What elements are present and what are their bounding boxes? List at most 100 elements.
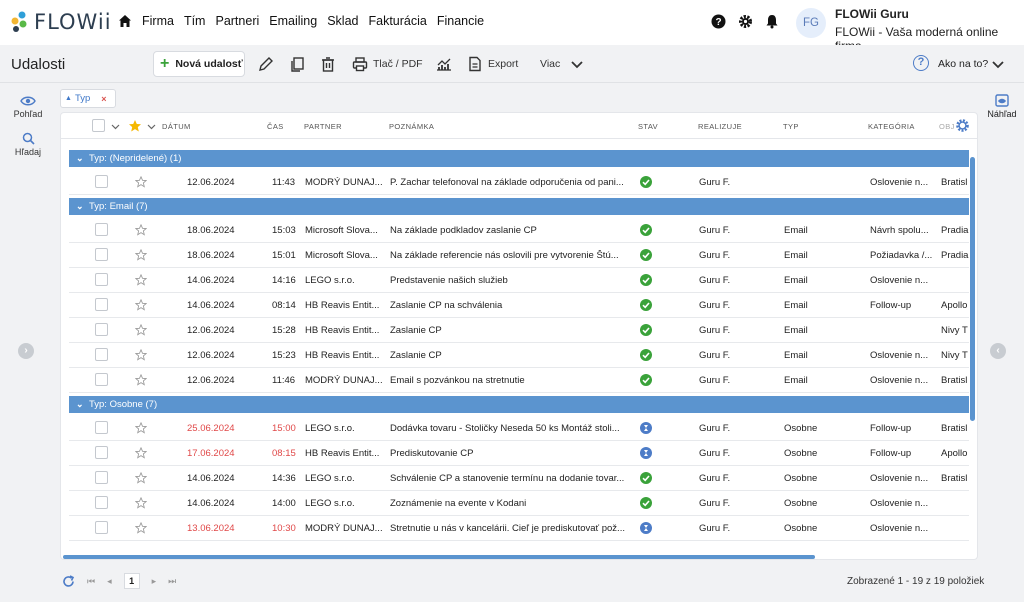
col-object[interactable]: OBJ — [939, 122, 955, 131]
nav-item-tim[interactable]: Tím — [183, 14, 206, 28]
star-icon[interactable] — [135, 176, 147, 188]
how-to-button[interactable]: Ako na to? — [938, 58, 989, 70]
new-event-button[interactable]: + Nová udalosť — [153, 51, 245, 77]
table-row[interactable]: 14.06.2024 14:16 LEGO s.r.o. Predstavenie n… — [69, 268, 969, 293]
table-row[interactable]: 18.06.2024 15:01 Microsoft Slova... Na zákl… — [69, 243, 969, 268]
star-icon[interactable] — [135, 422, 147, 434]
last-page-icon[interactable]: ⏭ — [168, 575, 177, 586]
next-page-icon[interactable]: ▸ — [151, 575, 157, 586]
star-icon[interactable] — [135, 224, 147, 236]
nav-item-partneri[interactable]: Partneri — [215, 14, 260, 28]
star-icon[interactable] — [135, 349, 147, 361]
row-checkbox[interactable] — [95, 471, 108, 484]
row-checkbox[interactable] — [95, 446, 108, 459]
table-row[interactable]: 12.06.2024 15:23 HB Reavis Entit... Zaslani… — [69, 343, 969, 368]
print-icon[interactable] — [352, 56, 368, 72]
view-toggle[interactable]: Pohľad — [0, 95, 56, 119]
refresh-icon[interactable] — [62, 574, 75, 588]
export-icon[interactable] — [467, 56, 483, 72]
nav-item-emailing[interactable]: Emailing — [269, 14, 318, 28]
table-row[interactable]: 12.06.2024 11:46 MODRÝ DUNAJ... Email s poz… — [69, 368, 969, 393]
row-checkbox[interactable] — [95, 248, 108, 261]
star-icon[interactable] — [135, 472, 147, 484]
vertical-scrollbar[interactable] — [970, 157, 975, 421]
row-checkbox[interactable] — [95, 373, 108, 386]
col-time[interactable]: ČAS — [267, 122, 284, 131]
table-row[interactable]: 14.06.2024 14:00 LEGO s.r.o. Zoznámenie na … — [69, 491, 969, 516]
filter-chip-type[interactable]: ▲ Typ × — [60, 89, 116, 108]
search-toggle[interactable]: Hľadaj — [0, 132, 56, 157]
group-header[interactable]: ⌄ Typ: Osobne (7) — [69, 396, 969, 413]
edit-icon[interactable] — [258, 56, 274, 72]
group-header[interactable]: ⌄ Typ: (Nepridelené) (1) — [69, 150, 969, 167]
table-row[interactable]: 13.06.2024 10:30 MODRÝ DUNAJ... Stretnutie … — [69, 516, 969, 541]
nav-item-fakturacia[interactable]: Fakturácia — [368, 14, 427, 28]
star-icon[interactable] — [135, 274, 147, 286]
table-row[interactable]: 12.06.2024 11:43 MODRÝ DUNAJ... P. Zachar t… — [69, 170, 969, 195]
scroll-left-arrow[interactable]: › — [18, 343, 34, 359]
chevron-down-icon[interactable] — [990, 57, 1006, 73]
table-row[interactable]: 18.06.2024 15:03 Microsoft Slova... Na zákl… — [69, 218, 969, 243]
col-note[interactable]: POZNÁMKA — [389, 122, 435, 131]
horizontal-scrollbar[interactable] — [63, 555, 815, 559]
avatar[interactable]: FG — [796, 8, 826, 38]
favorite-star-icon[interactable] — [128, 119, 142, 133]
export-button[interactable]: Export — [488, 58, 519, 70]
row-checkbox[interactable] — [95, 496, 108, 509]
help-icon[interactable]: ? — [711, 14, 726, 29]
table-row[interactable]: 14.06.2024 08:14 HB Reavis Entit... Zaslani… — [69, 293, 969, 318]
row-checkbox[interactable] — [95, 323, 108, 336]
row-checkbox[interactable] — [95, 273, 108, 286]
row-checkbox[interactable] — [95, 521, 108, 534]
star-icon[interactable] — [135, 324, 147, 336]
current-page[interactable]: 1 — [123, 573, 140, 589]
star-icon[interactable] — [135, 299, 147, 311]
trash-icon[interactable] — [320, 56, 336, 72]
col-status[interactable]: STAV — [638, 122, 659, 131]
nav-item-sklad[interactable]: Sklad — [327, 14, 359, 28]
star-icon[interactable] — [135, 447, 147, 459]
prev-page-icon[interactable]: ◂ — [107, 575, 112, 586]
col-category[interactable]: KATEGÓRIA — [868, 122, 915, 131]
col-type[interactable]: TYP — [783, 122, 799, 131]
table-row[interactable]: 14.06.2024 14:36 LEGO s.r.o. Schválenie CP … — [69, 466, 969, 491]
print-pdf-button[interactable]: Tlač / PDF — [373, 58, 423, 70]
remove-filter-icon[interactable]: × — [101, 93, 107, 104]
more-button[interactable]: Viac — [540, 58, 561, 70]
chevron-down-icon[interactable] — [147, 122, 156, 131]
chevron-down-icon[interactable]: ⌄ — [76, 153, 84, 163]
row-checkbox[interactable] — [95, 298, 108, 311]
grid-settings-gear-icon[interactable] — [955, 118, 970, 133]
select-all-checkbox[interactable] — [92, 119, 105, 132]
star-icon[interactable] — [135, 522, 147, 534]
col-realizes[interactable]: REALIZUJE — [698, 122, 743, 131]
chevron-down-icon[interactable]: ⌄ — [76, 399, 84, 409]
gear-icon[interactable] — [738, 14, 753, 29]
star-icon[interactable] — [135, 374, 147, 386]
copy-icon[interactable] — [289, 56, 305, 72]
table-row[interactable]: 25.06.2024 15:00 LEGO s.r.o. Dodávka tovaru… — [69, 416, 969, 441]
col-partner[interactable]: PARTNER — [304, 122, 342, 131]
chart-icon[interactable] — [436, 56, 452, 72]
logo[interactable]: FLOWii — [10, 10, 112, 34]
star-icon[interactable] — [135, 497, 147, 509]
chevron-down-icon[interactable]: ⌄ — [76, 201, 84, 211]
preview-toggle[interactable]: Náhľad — [984, 94, 1020, 119]
row-checkbox[interactable] — [95, 175, 108, 188]
help-circle-icon[interactable]: ? — [913, 55, 929, 71]
chevron-down-icon[interactable] — [569, 57, 585, 73]
chevron-down-icon[interactable] — [111, 122, 120, 131]
col-date[interactable]: DÁTUM — [162, 122, 191, 131]
row-checkbox[interactable] — [95, 421, 108, 434]
star-icon[interactable] — [135, 249, 147, 261]
group-header[interactable]: ⌄ Typ: Email (7) — [69, 198, 969, 215]
table-row[interactable]: 17.06.2024 08:15 HB Reavis Entit... Predisk… — [69, 441, 969, 466]
bell-icon[interactable] — [765, 14, 779, 29]
home-icon[interactable] — [118, 14, 132, 28]
first-page-icon[interactable]: ⏮ — [87, 575, 96, 586]
table-row[interactable]: 12.06.2024 15:28 HB Reavis Entit... Zaslani… — [69, 318, 969, 343]
scroll-right-arrow[interactable]: ‹ — [990, 343, 1006, 359]
row-checkbox[interactable] — [95, 223, 108, 236]
row-checkbox[interactable] — [95, 348, 108, 361]
nav-item-financie[interactable]: Financie — [436, 14, 485, 28]
